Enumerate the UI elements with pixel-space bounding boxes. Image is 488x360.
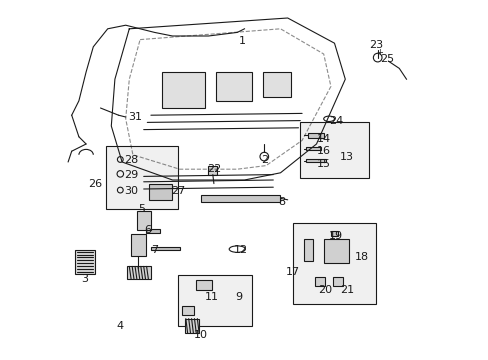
Bar: [208, 166, 217, 175]
Text: 21: 21: [339, 285, 353, 295]
Text: 3: 3: [81, 274, 88, 284]
Bar: [75, 250, 95, 274]
Text: 26: 26: [88, 179, 102, 189]
Bar: [178, 275, 251, 326]
Text: 17: 17: [285, 267, 300, 277]
Text: 25: 25: [379, 54, 393, 64]
Text: 18: 18: [354, 252, 368, 262]
Bar: [106, 146, 178, 209]
Bar: [330, 231, 337, 236]
Bar: [307, 133, 323, 138]
Text: 7: 7: [151, 245, 158, 255]
Text: +: +: [375, 48, 382, 57]
Text: 12: 12: [233, 245, 247, 255]
Text: 22: 22: [206, 164, 221, 174]
Text: 6: 6: [143, 225, 150, 235]
Text: 28: 28: [124, 155, 138, 165]
Bar: [201, 195, 280, 202]
Bar: [181, 306, 194, 315]
Bar: [323, 239, 348, 263]
Text: 24: 24: [328, 116, 343, 126]
Text: 8: 8: [278, 197, 285, 207]
Text: 14: 14: [316, 134, 330, 144]
Bar: [292, 223, 375, 304]
Text: 13: 13: [340, 152, 353, 162]
Text: 5: 5: [138, 204, 145, 214]
Bar: [314, 277, 325, 286]
Bar: [215, 72, 251, 101]
Bar: [332, 277, 343, 286]
Text: 16: 16: [316, 146, 330, 156]
Bar: [149, 184, 172, 200]
Bar: [185, 319, 199, 333]
Text: 31: 31: [127, 112, 142, 122]
Text: 9: 9: [235, 292, 242, 302]
Text: 29: 29: [124, 170, 138, 180]
Text: 1: 1: [239, 36, 245, 46]
Bar: [127, 266, 151, 279]
Text: 20: 20: [318, 285, 332, 295]
Text: 30: 30: [124, 186, 138, 196]
Text: 15: 15: [316, 159, 330, 169]
Bar: [196, 280, 212, 290]
Bar: [262, 72, 291, 97]
Bar: [306, 147, 320, 150]
Text: 10: 10: [194, 330, 208, 340]
Bar: [145, 229, 160, 233]
Text: 2: 2: [260, 155, 267, 165]
Text: 11: 11: [204, 292, 219, 302]
Text: 4: 4: [117, 321, 123, 331]
Bar: [162, 72, 204, 108]
Text: 19: 19: [328, 231, 343, 241]
Bar: [303, 239, 312, 261]
Bar: [300, 122, 368, 178]
Bar: [131, 234, 145, 256]
Bar: [151, 247, 179, 250]
Bar: [306, 159, 325, 162]
Text: 27: 27: [170, 186, 184, 196]
Bar: [136, 211, 151, 230]
Text: 23: 23: [368, 40, 382, 50]
